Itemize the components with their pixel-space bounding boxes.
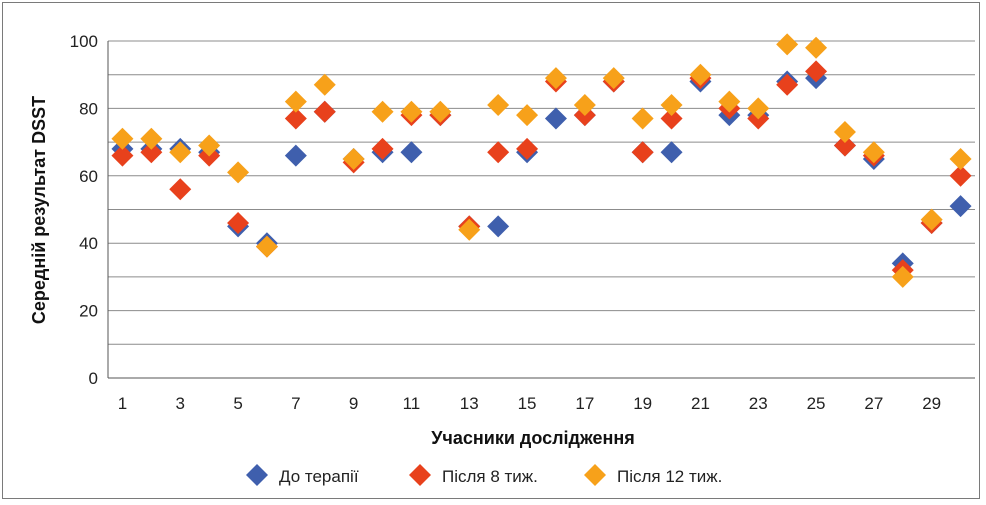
data-point-series-2 <box>313 100 336 123</box>
legend-label-2: Після 8 тиж. <box>442 467 538 486</box>
y-axis-title: Середній результат DSST <box>29 96 49 324</box>
data-point-series-2 <box>833 134 856 157</box>
x-tick-label: 7 <box>291 394 300 413</box>
data-point-series-2 <box>805 60 828 83</box>
data-point-series-3 <box>313 73 336 96</box>
data-point-series-3 <box>111 127 134 150</box>
data-point-series-2 <box>487 141 510 164</box>
x-tick-label: 23 <box>749 394 768 413</box>
legend-label-1: До терапії <box>279 467 359 486</box>
data-point-series-1 <box>544 107 567 130</box>
data-point-series-1 <box>660 141 683 164</box>
data-point-series-3 <box>516 104 539 127</box>
x-tick-label: 17 <box>575 394 594 413</box>
data-point-series-3 <box>718 90 741 113</box>
data-point-series-2 <box>227 211 250 234</box>
data-point-series-3 <box>400 100 423 123</box>
data-point-series-3 <box>862 141 885 164</box>
data-point-series-3 <box>429 100 452 123</box>
x-tick-label: 19 <box>633 394 652 413</box>
data-point-series-1 <box>949 195 972 218</box>
legend-marker-2 <box>409 464 431 486</box>
data-point-series-2 <box>631 141 654 164</box>
x-tick-label: 1 <box>118 394 127 413</box>
data-point-series-3 <box>284 90 307 113</box>
data-point-series-2 <box>111 144 134 167</box>
data-point-series-3 <box>805 36 828 59</box>
data-point-series-3 <box>689 63 712 86</box>
data-point-series-1 <box>487 215 510 238</box>
data-point-series-3 <box>891 265 914 288</box>
legend-marker-1 <box>246 464 268 486</box>
x-tick-label: 27 <box>864 394 883 413</box>
x-tick-label: 13 <box>460 394 479 413</box>
x-tick-label: 11 <box>403 394 421 413</box>
data-point-series-3 <box>227 161 250 184</box>
data-point-series-3 <box>487 94 510 117</box>
x-tick-label: 5 <box>233 394 242 413</box>
data-point-series-3 <box>544 67 567 90</box>
data-point-series-2 <box>284 107 307 130</box>
legend-marker-3 <box>584 464 606 486</box>
x-tick-label: 15 <box>518 394 537 413</box>
data-point-series-3 <box>949 147 972 170</box>
data-point-series-2 <box>776 73 799 96</box>
data-point-series-3 <box>255 235 278 258</box>
data-point-series-2 <box>949 164 972 187</box>
data-point-series-3 <box>342 147 365 170</box>
y-tick-label: 100 <box>70 32 98 51</box>
data-point-series-1 <box>400 141 423 164</box>
data-point-series-3 <box>747 97 770 120</box>
data-point-series-2 <box>660 107 683 130</box>
data-point-series-2 <box>169 178 192 201</box>
y-tick-label: 60 <box>79 167 98 186</box>
x-axis-title: Учасники дослідження <box>431 428 635 448</box>
data-point-series-3 <box>573 94 596 117</box>
data-point-series-2 <box>516 137 539 160</box>
data-point-series-1 <box>284 144 307 167</box>
x-tick-label: 21 <box>691 394 710 413</box>
data-point-series-3 <box>140 127 163 150</box>
y-tick-label: 40 <box>79 234 98 253</box>
data-point-series-3 <box>776 33 799 56</box>
data-point-series-3 <box>169 141 192 164</box>
legend-label-3: Після 12 тиж. <box>617 467 722 486</box>
data-point-series-2 <box>140 141 163 164</box>
y-tick-label: 80 <box>79 99 98 118</box>
data-point-series-3 <box>198 134 221 157</box>
x-tick-label: 29 <box>922 394 941 413</box>
data-point-series-3 <box>833 120 856 143</box>
y-tick-label: 20 <box>79 302 98 321</box>
data-point-series-3 <box>920 208 943 231</box>
data-point-series-2 <box>371 137 394 160</box>
x-tick-label: 9 <box>349 394 358 413</box>
data-point-series-3 <box>602 67 625 90</box>
x-tick-label: 25 <box>807 394 826 413</box>
y-tick-label: 0 <box>89 369 98 388</box>
data-point-series-3 <box>371 100 394 123</box>
x-tick-label: 3 <box>176 394 185 413</box>
data-point-series-3 <box>458 218 481 241</box>
data-point-series-3 <box>631 107 654 130</box>
chart-frame <box>2 2 980 499</box>
data-point-series-3 <box>660 94 683 117</box>
